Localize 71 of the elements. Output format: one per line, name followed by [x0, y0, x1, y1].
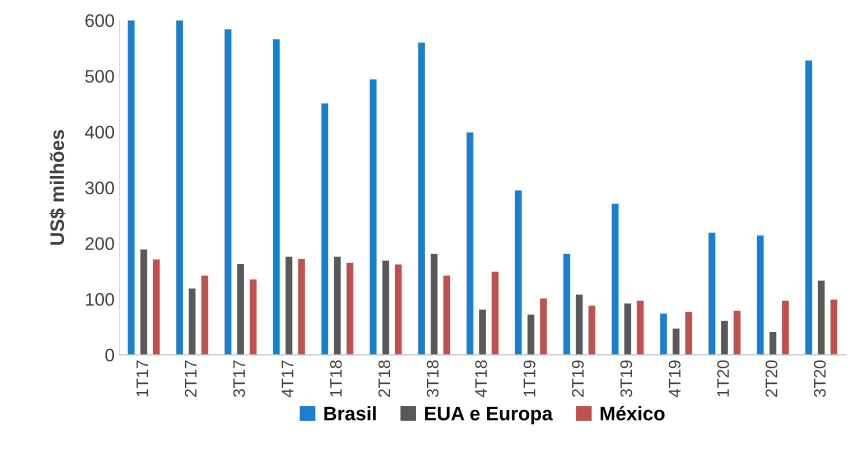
- bar: [334, 256, 341, 355]
- bar: [382, 260, 390, 355]
- bar: [660, 314, 667, 355]
- x-tick-label: 2T19: [572, 360, 584, 397]
- bar: [321, 103, 328, 355]
- legend-label: México: [600, 406, 665, 420]
- legend-label: EUA e Europa: [425, 406, 553, 424]
- bar: [479, 310, 486, 355]
- bar: [636, 300, 644, 355]
- x-tick-label: 3T20: [814, 360, 826, 398]
- x-tick-label: 4T19: [668, 360, 681, 398]
- x-tick-label: 3T18: [426, 360, 439, 398]
- bar: [782, 300, 789, 355]
- bar: [830, 300, 838, 355]
- x-tick-label: 1T17: [136, 360, 148, 396]
- y-tick-label: 400: [84, 126, 114, 139]
- x-tick-label: 1T19: [524, 360, 536, 396]
- bar: [528, 314, 534, 355]
- bar: [734, 310, 740, 355]
- x-tick-label: 1T18: [330, 360, 342, 396]
- bar: [685, 312, 692, 355]
- x-tick-label: 2T18: [378, 360, 390, 397]
- bar: [588, 306, 596, 355]
- y-tick-label: 100: [86, 293, 114, 306]
- bar: [250, 280, 257, 355]
- bar: [176, 20, 183, 355]
- y-axis-title: US$ milhões: [49, 130, 66, 245]
- x-tick-label: 3T19: [620, 360, 632, 398]
- y-tick-label: 500: [85, 70, 114, 83]
- bar: [492, 272, 498, 355]
- bar: [708, 232, 716, 355]
- x-tick-label: 1T20: [717, 360, 729, 396]
- bar: [514, 190, 522, 355]
- bar: [370, 79, 377, 355]
- y-tick-label: 0: [105, 348, 114, 362]
- bar: [152, 259, 160, 355]
- bar: [430, 254, 438, 355]
- x-tick-label: 2T20: [766, 360, 778, 397]
- bar: [272, 39, 280, 355]
- x-tick-label: 3T17: [233, 360, 246, 398]
- bar: [756, 236, 764, 355]
- bar: [769, 332, 776, 355]
- bar: [805, 60, 812, 355]
- bar: [576, 294, 583, 355]
- bar: [818, 280, 825, 355]
- bar: [286, 256, 292, 355]
- legend-label: Brasil: [324, 406, 376, 420]
- bar: [624, 304, 632, 355]
- bar: [237, 264, 244, 355]
- bar: [540, 298, 547, 355]
- bar: [466, 132, 474, 355]
- bar: [140, 249, 148, 355]
- y-tick-label: 200: [85, 237, 114, 250]
- bar: [612, 204, 618, 355]
- bar: [346, 262, 354, 355]
- x-tick-label: 2T17: [184, 360, 196, 397]
- y-tick-label: 600: [85, 14, 114, 28]
- bar: [443, 276, 450, 355]
- bar: [394, 264, 402, 355]
- bar: [298, 258, 305, 355]
- y-tick-label: 300: [85, 182, 114, 194]
- bar: [128, 20, 135, 355]
- x-tick-label: 4T17: [282, 360, 294, 398]
- bar: [224, 29, 232, 355]
- bar: [721, 320, 728, 355]
- bar: [201, 276, 208, 355]
- bar: [563, 254, 570, 355]
- bar: [672, 328, 680, 355]
- bar: [418, 42, 425, 355]
- x-tick-label: 4T18: [475, 360, 487, 398]
- bar: [188, 288, 196, 355]
